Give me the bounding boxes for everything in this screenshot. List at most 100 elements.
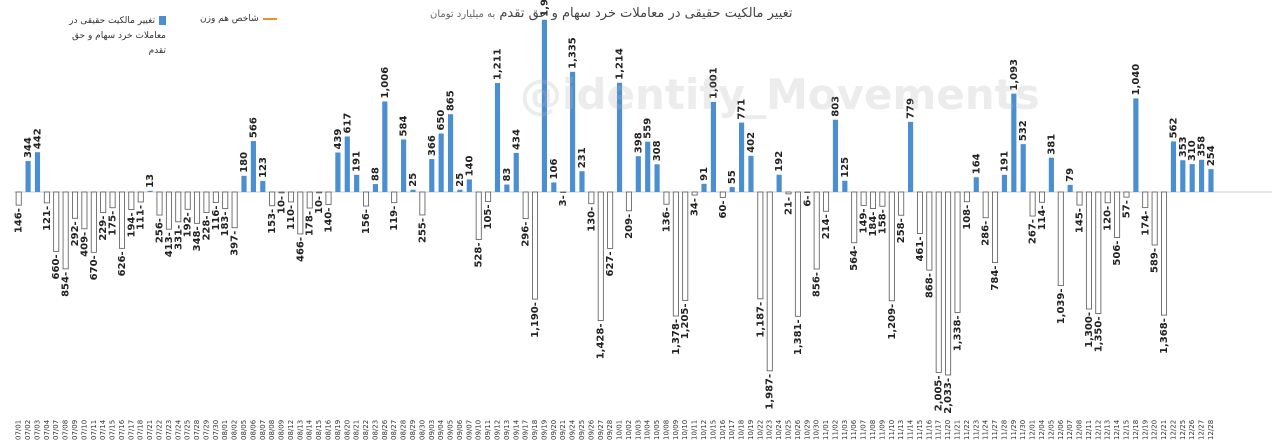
data-label: 308	[652, 140, 663, 161]
x-tick-label: 09/26	[587, 419, 595, 440]
data-label: 1,335	[568, 37, 579, 69]
data-label: 2,005-	[934, 375, 945, 411]
x-tick-label: 09/07	[465, 420, 473, 440]
x-tick-label: 09/10	[475, 420, 483, 440]
x-tick-label: 12/08	[1076, 420, 1084, 440]
data-label: 381	[1046, 134, 1057, 155]
x-tick-label: 12/20	[1151, 420, 1159, 440]
x-tick-label: 09/04	[437, 419, 445, 440]
x-tick-label: 10/12	[700, 420, 708, 440]
x-tick-label: 10/22	[756, 420, 764, 440]
x-tick-label: 11/02	[831, 420, 839, 440]
x-tick-label: 11/07	[860, 420, 868, 440]
x-tick-label: 12/06	[1057, 419, 1065, 440]
data-label: 784-	[990, 266, 1001, 291]
data-label: 532	[1018, 120, 1029, 141]
x-tick-label: 11/14	[907, 419, 915, 440]
x-tick-label: 08/12	[287, 420, 295, 440]
bar	[888, 191, 895, 302]
x-tick-label: 09/11	[484, 420, 492, 440]
x-tick-label: 10/30	[813, 420, 821, 440]
data-label: 25	[408, 173, 419, 187]
x-tick-label: 10/26	[794, 419, 802, 440]
x-tick-label: 10/15	[709, 420, 717, 440]
x-tick-label: 12/22	[1169, 420, 1177, 440]
data-label: 1,211	[492, 48, 503, 80]
bar	[438, 133, 444, 192]
bar	[1076, 191, 1083, 206]
x-tick-label: 12/18	[1132, 420, 1140, 440]
x-tick-label: 11/06	[850, 419, 858, 440]
data-label: 1,187-	[755, 302, 766, 338]
bar	[635, 156, 641, 192]
bar	[945, 191, 952, 376]
x-tick-label: 11/15	[916, 420, 924, 440]
bar	[1029, 191, 1036, 217]
data-label: 627-	[605, 251, 616, 276]
bar	[1001, 174, 1008, 192]
x-tick-label: 09/28	[606, 420, 614, 440]
bar	[344, 136, 350, 192]
x-tick-label: 09/19	[540, 420, 548, 440]
data-label: 119-	[389, 206, 400, 231]
data-label: 120-	[1103, 206, 1114, 231]
data-label: 1,040	[1131, 64, 1142, 96]
bar	[710, 101, 716, 192]
x-tick-label: 11/16	[925, 419, 933, 440]
data-label: 286-	[981, 221, 992, 246]
bar	[401, 139, 407, 192]
chart-title-main: تغییر مالکیت حقیقی در معاملات خرد سهام و…	[499, 6, 793, 21]
data-label: 589-	[1150, 248, 1161, 273]
data-label: 180	[239, 152, 250, 173]
x-tick-label: 08/06	[249, 419, 257, 440]
data-label: 60-	[718, 200, 729, 218]
x-tick-label: 11/28	[1000, 420, 1008, 440]
data-label: 865	[446, 90, 457, 111]
bar	[672, 191, 679, 317]
bar	[1085, 191, 1092, 310]
data-label: 1,001	[708, 67, 719, 99]
data-label: 1,378-	[671, 319, 682, 355]
x-tick-label: 07/02	[24, 420, 32, 440]
bar	[25, 161, 31, 192]
bar	[1020, 144, 1026, 192]
data-label: 34-	[690, 198, 701, 216]
data-label: 153-	[267, 209, 278, 234]
x-tick-label: 10/05	[653, 420, 661, 440]
x-tick-label: 10/02	[625, 420, 633, 440]
x-tick-label: 07/01	[15, 420, 23, 440]
bar	[935, 191, 942, 373]
x-tick-label: 09/20	[550, 420, 558, 440]
data-label: 194-	[126, 212, 137, 237]
x-tick-label: 08/09	[278, 420, 286, 440]
bar	[53, 191, 60, 252]
bar	[419, 191, 426, 216]
bar	[907, 121, 914, 192]
x-tick-label: 12/12	[1094, 420, 1102, 440]
data-label: 156-	[361, 209, 372, 234]
x-tick-label: 10/17	[728, 420, 736, 440]
x-tick-label: 08/15	[315, 420, 323, 440]
x-tick-label: 08/29	[409, 420, 417, 440]
x-tick-label: 11/20	[944, 420, 952, 440]
data-label: 174-	[1140, 211, 1151, 236]
bar	[410, 189, 416, 192]
data-label: 1,006	[380, 67, 391, 99]
bar	[250, 141, 256, 192]
bar	[81, 191, 88, 230]
x-tick-label: 07/14	[99, 419, 107, 440]
data-label: 10-	[277, 196, 288, 214]
x-tick-label: 10/09	[672, 420, 680, 440]
x-tick-label: 12/21	[1160, 420, 1168, 440]
bar	[1104, 191, 1111, 204]
bar	[90, 191, 97, 253]
bar	[34, 152, 41, 192]
x-tick-label: 08/23	[371, 420, 379, 440]
data-label: 108-	[962, 205, 973, 230]
data-label: 1,093	[1009, 59, 1020, 91]
data-label: 461-	[915, 236, 926, 261]
bar	[494, 83, 501, 192]
bar	[776, 174, 782, 192]
x-tick-label: 09/05	[447, 420, 455, 440]
bar	[682, 191, 689, 301]
